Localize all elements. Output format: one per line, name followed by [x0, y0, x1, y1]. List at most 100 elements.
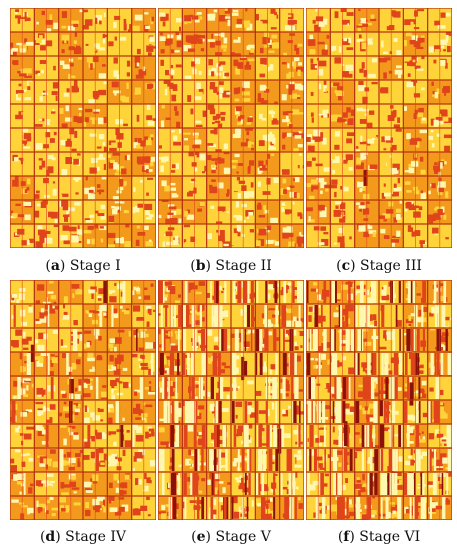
- speckle: [123, 288, 129, 293]
- speckle: [326, 428, 331, 431]
- speckle: [133, 189, 140, 192]
- stripe: [370, 377, 375, 399]
- speckle: [176, 40, 182, 48]
- speckle: [310, 179, 319, 185]
- speckle: [236, 386, 241, 389]
- grid-line-v: [155, 8, 156, 248]
- speckle: [240, 309, 244, 316]
- speckle: [123, 181, 127, 187]
- stripe: [258, 449, 261, 471]
- stripe: [306, 329, 309, 351]
- speckle: [83, 34, 90, 41]
- speckle: [108, 365, 112, 370]
- speckle: [383, 87, 386, 92]
- speckle: [53, 131, 57, 136]
- speckle: [97, 213, 105, 217]
- speckle: [49, 14, 53, 22]
- speckle: [97, 408, 104, 413]
- speckle: [140, 140, 146, 147]
- speckle: [85, 310, 89, 313]
- speckle: [94, 332, 99, 340]
- speckle: [135, 403, 141, 410]
- speckle: [325, 490, 330, 493]
- speckle: [79, 9, 83, 13]
- speckle: [41, 480, 49, 484]
- speckle: [111, 394, 116, 400]
- speckle: [12, 60, 15, 64]
- stripe: [432, 473, 437, 495]
- speckle: [415, 205, 420, 209]
- speckle: [193, 34, 199, 42]
- speckle: [308, 68, 315, 76]
- speckle: [111, 81, 119, 88]
- stripe: [422, 281, 427, 303]
- speckle: [347, 504, 353, 508]
- stripe: [161, 329, 166, 351]
- speckle: [219, 61, 226, 65]
- speckle: [171, 130, 176, 133]
- speckle: [146, 184, 152, 189]
- speckle: [313, 512, 317, 518]
- speckle: [20, 309, 26, 317]
- speckle: [10, 465, 18, 472]
- grid-line-v: [279, 8, 281, 248]
- speckle: [46, 419, 53, 424]
- speckle: [126, 60, 131, 67]
- speckle: [348, 345, 352, 352]
- caption-d-label: Stage IV: [65, 529, 127, 545]
- speckle: [107, 457, 116, 462]
- speckle: [245, 449, 249, 453]
- speckle: [294, 341, 298, 347]
- speckle: [420, 169, 426, 175]
- speckle: [369, 324, 377, 328]
- speckle: [282, 132, 287, 137]
- speckle: [35, 321, 42, 324]
- panel-a-image: [10, 8, 156, 248]
- speckle: [61, 492, 69, 496]
- stripe: [150, 353, 154, 375]
- speckle: [161, 156, 167, 163]
- speckle: [428, 11, 435, 18]
- stripe: [171, 449, 175, 471]
- speckle: [216, 392, 221, 400]
- speckle: [109, 290, 116, 294]
- stripe: [332, 401, 335, 423]
- speckle: [356, 107, 363, 112]
- speckle: [413, 20, 416, 25]
- speckle: [268, 144, 277, 150]
- speckle: [349, 406, 355, 412]
- speckle: [273, 177, 279, 184]
- speckle: [247, 293, 253, 299]
- stripe: [282, 353, 287, 375]
- speckle: [221, 362, 226, 366]
- speckle: [241, 185, 247, 191]
- caption-b-label: Stage II: [215, 258, 272, 274]
- speckle: [149, 160, 154, 167]
- speckle: [113, 389, 122, 394]
- speckle: [294, 10, 300, 14]
- speckle: [283, 384, 290, 392]
- speckle: [260, 100, 269, 104]
- speckle: [39, 118, 43, 121]
- stripe: [311, 401, 315, 423]
- speckle: [118, 48, 124, 54]
- grid-line-v: [58, 8, 60, 248]
- speckle: [217, 206, 226, 212]
- stripe: [288, 449, 292, 471]
- speckle: [74, 394, 81, 400]
- stripe: [223, 497, 227, 519]
- speckle: [85, 220, 93, 223]
- speckle: [83, 381, 88, 389]
- speckle: [158, 163, 167, 168]
- speckle: [251, 500, 254, 507]
- busbar: [94, 280, 96, 520]
- stripe: [213, 449, 217, 471]
- stripe: [395, 305, 398, 327]
- speckle: [416, 9, 425, 12]
- stripe: [163, 401, 168, 423]
- speckle: [83, 438, 92, 442]
- speckle: [187, 48, 196, 52]
- speckle: [167, 391, 175, 397]
- speckle: [133, 187, 136, 192]
- speckle: [360, 153, 364, 161]
